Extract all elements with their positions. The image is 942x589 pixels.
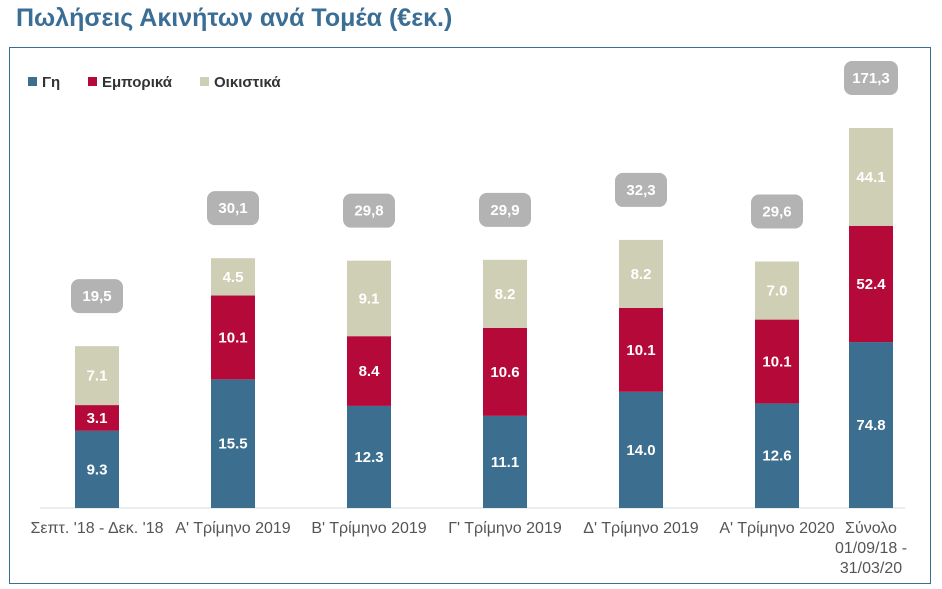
bar-segment	[755, 319, 799, 404]
data-label: 3.1	[87, 410, 108, 427]
data-label: 52.4	[856, 276, 886, 293]
data-label: 7.1	[87, 368, 108, 385]
category-label: 01/09/18 -	[835, 540, 907, 557]
bar-segment	[619, 391, 663, 508]
category-label: Α' Τρίμηνο 2019	[175, 520, 290, 537]
category-label: Σεπτ. '18 - Δεκ. '18	[30, 520, 163, 537]
total-label: 29,9	[490, 202, 519, 219]
total-label: 171,3	[852, 70, 890, 87]
data-label: 10.1	[218, 329, 247, 346]
bar-segment	[483, 415, 527, 508]
legend-label: Οικιστικά	[214, 74, 281, 91]
bar-segment	[619, 239, 663, 308]
total-label: 30,1	[218, 200, 247, 217]
chart-title: Πωλήσεις Ακινήτων ανά Τομέα (€εκ.)	[16, 4, 453, 32]
legend-swatch	[200, 77, 209, 86]
total-label: 19,5	[82, 288, 111, 305]
data-label: 9.3	[87, 461, 108, 478]
bar-segment	[483, 259, 527, 328]
bar-segment	[619, 307, 663, 392]
data-label: 15.5	[218, 436, 247, 453]
bar-segment	[347, 336, 391, 406]
bar-segment	[755, 403, 799, 508]
legend-swatch	[88, 77, 97, 86]
category-label: Γ' Τρίμηνο 2019	[448, 520, 562, 537]
bar-segment	[347, 405, 391, 508]
legend-label: Εμπορικά	[102, 74, 173, 91]
data-label: 8.2	[631, 266, 652, 283]
category-label: Β' Τρίμηνο 2019	[311, 520, 426, 537]
total-badge	[479, 192, 531, 227]
bar-segment	[75, 346, 119, 406]
bar-segment	[849, 225, 893, 343]
total-badge	[343, 193, 395, 228]
total-label: 29,8	[354, 203, 383, 220]
data-label: 4.5	[223, 269, 244, 286]
data-label: 74.8	[856, 417, 885, 434]
bar-segment	[75, 405, 119, 431]
bar-segment	[347, 260, 391, 337]
legend-swatch	[28, 77, 37, 86]
total-badge	[207, 191, 259, 226]
category-label: Δ' Τρίμηνο 2019	[583, 520, 698, 537]
data-label: 10.1	[626, 342, 655, 359]
data-label: 10.1	[762, 354, 791, 371]
category-label: Α' Τρίμηνο 2020	[719, 520, 834, 537]
bar-segment	[75, 430, 119, 508]
bar-segment	[755, 261, 799, 320]
total-badge	[844, 61, 898, 95]
data-label: 10.6	[490, 364, 519, 381]
data-label: 12.6	[762, 448, 791, 465]
data-label: 9.1	[359, 290, 380, 307]
data-label: 11.1	[491, 454, 519, 471]
data-label: 14.0	[626, 442, 655, 459]
bar-segment	[849, 342, 893, 508]
bar-segment	[849, 128, 893, 226]
chart-frame	[9, 47, 931, 584]
legend-label: Γη	[42, 74, 60, 91]
data-label: 8.4	[359, 363, 381, 380]
total-label: 29,6	[762, 203, 791, 220]
bar-segment	[211, 379, 255, 508]
total-badge	[615, 172, 667, 207]
data-label: 44.1	[856, 169, 885, 186]
total-badge	[71, 279, 123, 314]
data-label: 8.2	[495, 286, 516, 303]
bar-segment	[211, 258, 255, 296]
bar-segment	[211, 295, 255, 380]
data-label: 7.0	[767, 283, 788, 300]
data-label: 12.3	[354, 449, 383, 466]
total-badge	[751, 194, 803, 229]
bar-segment	[483, 327, 527, 416]
category-label: 31/03/20	[840, 560, 902, 577]
total-label: 32,3	[626, 182, 655, 199]
category-label: Σύνολο	[845, 520, 897, 537]
